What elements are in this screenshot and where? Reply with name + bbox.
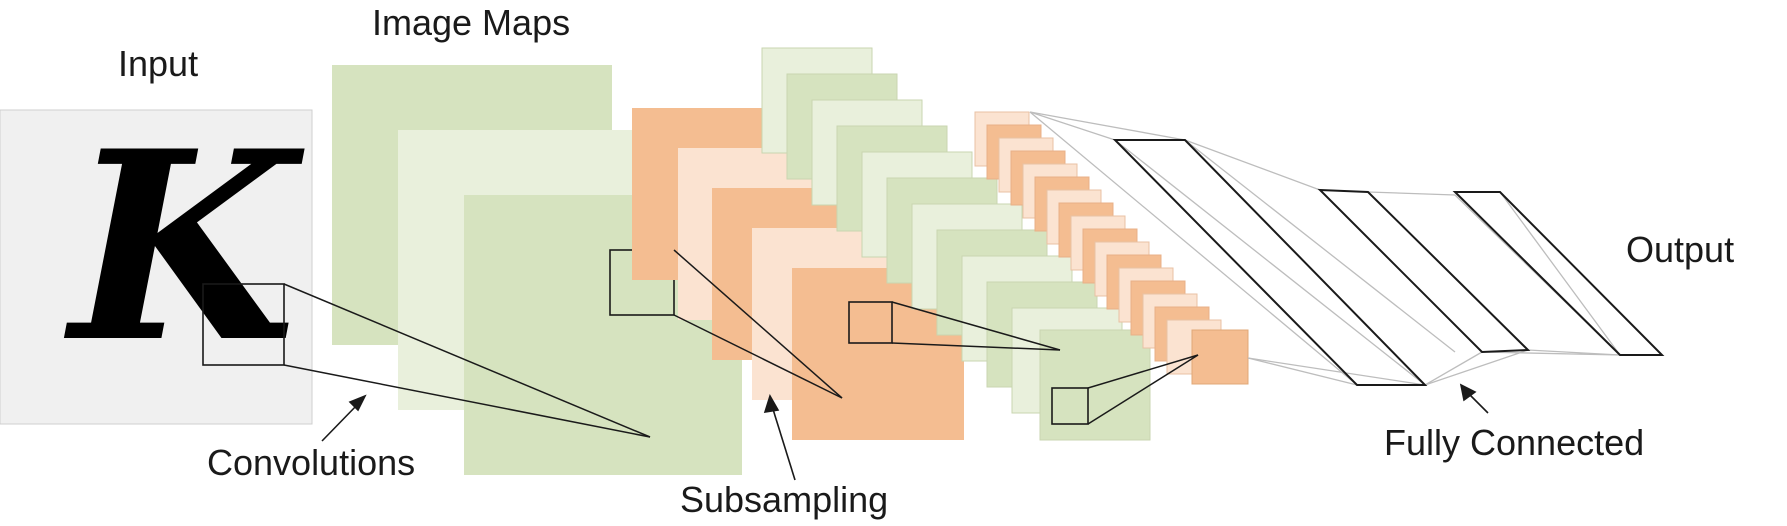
label-fully-connected: Fully Connected	[1384, 422, 1644, 463]
input-glyph: K	[62, 95, 306, 400]
fc-connections	[1029, 111, 1621, 386]
projection-lines	[283, 249, 1199, 438]
label-subsampling: Subsampling	[680, 479, 888, 520]
label-convolutions: Convolutions	[207, 442, 415, 483]
subsampling-arrowhead	[763, 394, 780, 413]
convolutions-arrowhead	[348, 394, 367, 412]
subsample-map-5-receptive-field	[848, 301, 893, 344]
input-image	[0, 109, 313, 425]
fc-layer-3	[1452, 191, 1665, 356]
conv2-map-12-receptive-field	[1051, 387, 1089, 425]
label-image-maps: Image Maps	[372, 2, 570, 43]
fc-layer-2	[1317, 188, 1531, 354]
conv2-map-12	[1039, 329, 1151, 441]
input-receptive-field	[202, 283, 285, 366]
subsample2-stack	[974, 111, 1249, 385]
label-input: Input	[118, 43, 198, 84]
annotation-arrows	[321, 383, 1489, 481]
label-output: Output	[1626, 229, 1734, 270]
subsample2-last	[1191, 329, 1249, 385]
fully-connected-arrowhead	[1459, 383, 1477, 402]
fc-layer-1	[1112, 139, 1428, 386]
